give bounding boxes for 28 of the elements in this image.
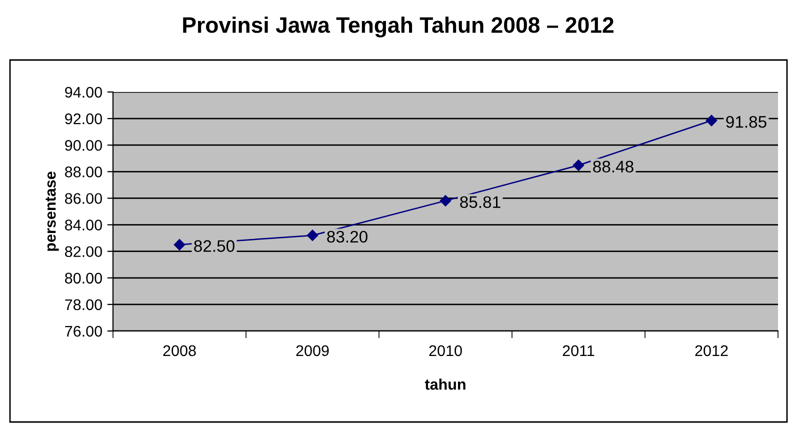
data-label: 83.20 [327,230,368,243]
point [572,160,584,171]
x-tick-label: 2009 [296,345,329,356]
data-label: 85.81 [460,196,500,208]
x-axis-title: tahun [424,378,466,390]
y-tick-label: 86.00 [65,193,102,204]
y-tick-label: 78.00 [65,299,102,310]
data-label: 82.50 [194,240,234,252]
point [306,230,318,242]
data-label: 91.85 [726,116,766,128]
chart-title: Provinsi Jawa Tengah Tahun 2008 – 2012 [183,16,614,38]
y-tick-label: 80.00 [65,272,102,284]
x-tick-label: 2011 [562,345,594,356]
data-label: 88.48 [593,160,634,173]
y-axis-title: persentase [46,172,59,251]
y-tick-label: 88.00 [65,166,102,178]
y-tick-label: 92.00 [65,113,102,124]
x-tick-label: 2008 [163,345,196,356]
y-tick-label: 90.00 [65,140,102,151]
y-tick-label: 76.00 [65,326,102,337]
point [440,195,452,206]
point [174,239,186,250]
x-tick-label: 2012 [695,345,728,356]
y-tick-label: 84.00 [65,220,102,230]
y-tick-label: 82.00 [65,246,102,258]
point [706,114,718,126]
y-tick-label: 94.00 [65,86,102,98]
x-tick-label: 2010 [429,345,462,356]
